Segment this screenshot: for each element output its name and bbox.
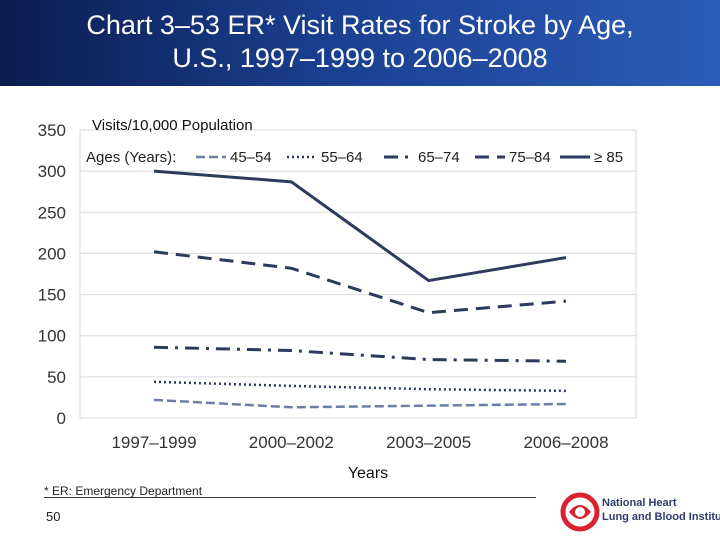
heart-logo-icon	[560, 492, 600, 532]
y-tick-label: 300	[38, 162, 66, 181]
logo-line-2: Lung and Blood Institute	[602, 511, 720, 523]
legend-entry-5: ≥ 85	[594, 149, 623, 166]
legend-title: Ages (Years):	[86, 149, 176, 166]
series-line-1	[153, 398, 567, 409]
footer-divider	[44, 497, 536, 498]
series-line-2	[153, 380, 567, 393]
x-tick-label: 1997–1999	[111, 433, 196, 452]
x-tick-label: 2003–2005	[386, 433, 471, 452]
logo-line-1: National Heart	[602, 497, 677, 509]
x-axis-label: Years	[348, 465, 388, 482]
x-tick-label: 2006–2008	[523, 433, 608, 452]
y-tick-label: 100	[38, 327, 66, 346]
y-tick-label: 50	[47, 368, 66, 387]
y-tick-label: 250	[38, 203, 66, 222]
legend-entry-1: 45–54	[230, 149, 272, 166]
footnote: * ER: Emergency Department	[44, 484, 203, 498]
logo-text: National Heart Lung and Blood Institute	[602, 496, 720, 524]
slide-title-line-1: Chart 3–53 ER* Visit Rates for Stroke by…	[86, 10, 634, 40]
y-tick-label: 350	[38, 121, 66, 140]
title-bar: Chart 3–53 ER* Visit Rates for Stroke by…	[0, 0, 720, 86]
y-tick-label: 0	[57, 409, 66, 428]
legend-entry-3: 65–74	[418, 149, 460, 166]
y-tick-label: 200	[38, 244, 66, 263]
line-chart: 0 50 100 150 200 250 300 350 1997–1999 2000–2002 2…	[38, 117, 637, 482]
series-line-4	[153, 250, 567, 315]
plot-area	[79, 129, 637, 419]
x-tick-label: 2000–2002	[249, 433, 334, 452]
legend-entry-2: 55–64	[321, 149, 363, 166]
series-line-5	[153, 169, 567, 283]
series-line-3	[153, 345, 567, 363]
y-axis-label: Visits/10,000 Population	[92, 117, 253, 134]
y-tick-label: 150	[38, 286, 66, 305]
slide-title-line-2: U.S., 1997–1999 to 2006–2008	[172, 43, 548, 73]
nhlbi-logo: National Heart Lung and Blood Institute	[560, 490, 720, 534]
legend-entry-4: 75–84	[509, 149, 551, 166]
page-number: 50	[46, 509, 61, 524]
